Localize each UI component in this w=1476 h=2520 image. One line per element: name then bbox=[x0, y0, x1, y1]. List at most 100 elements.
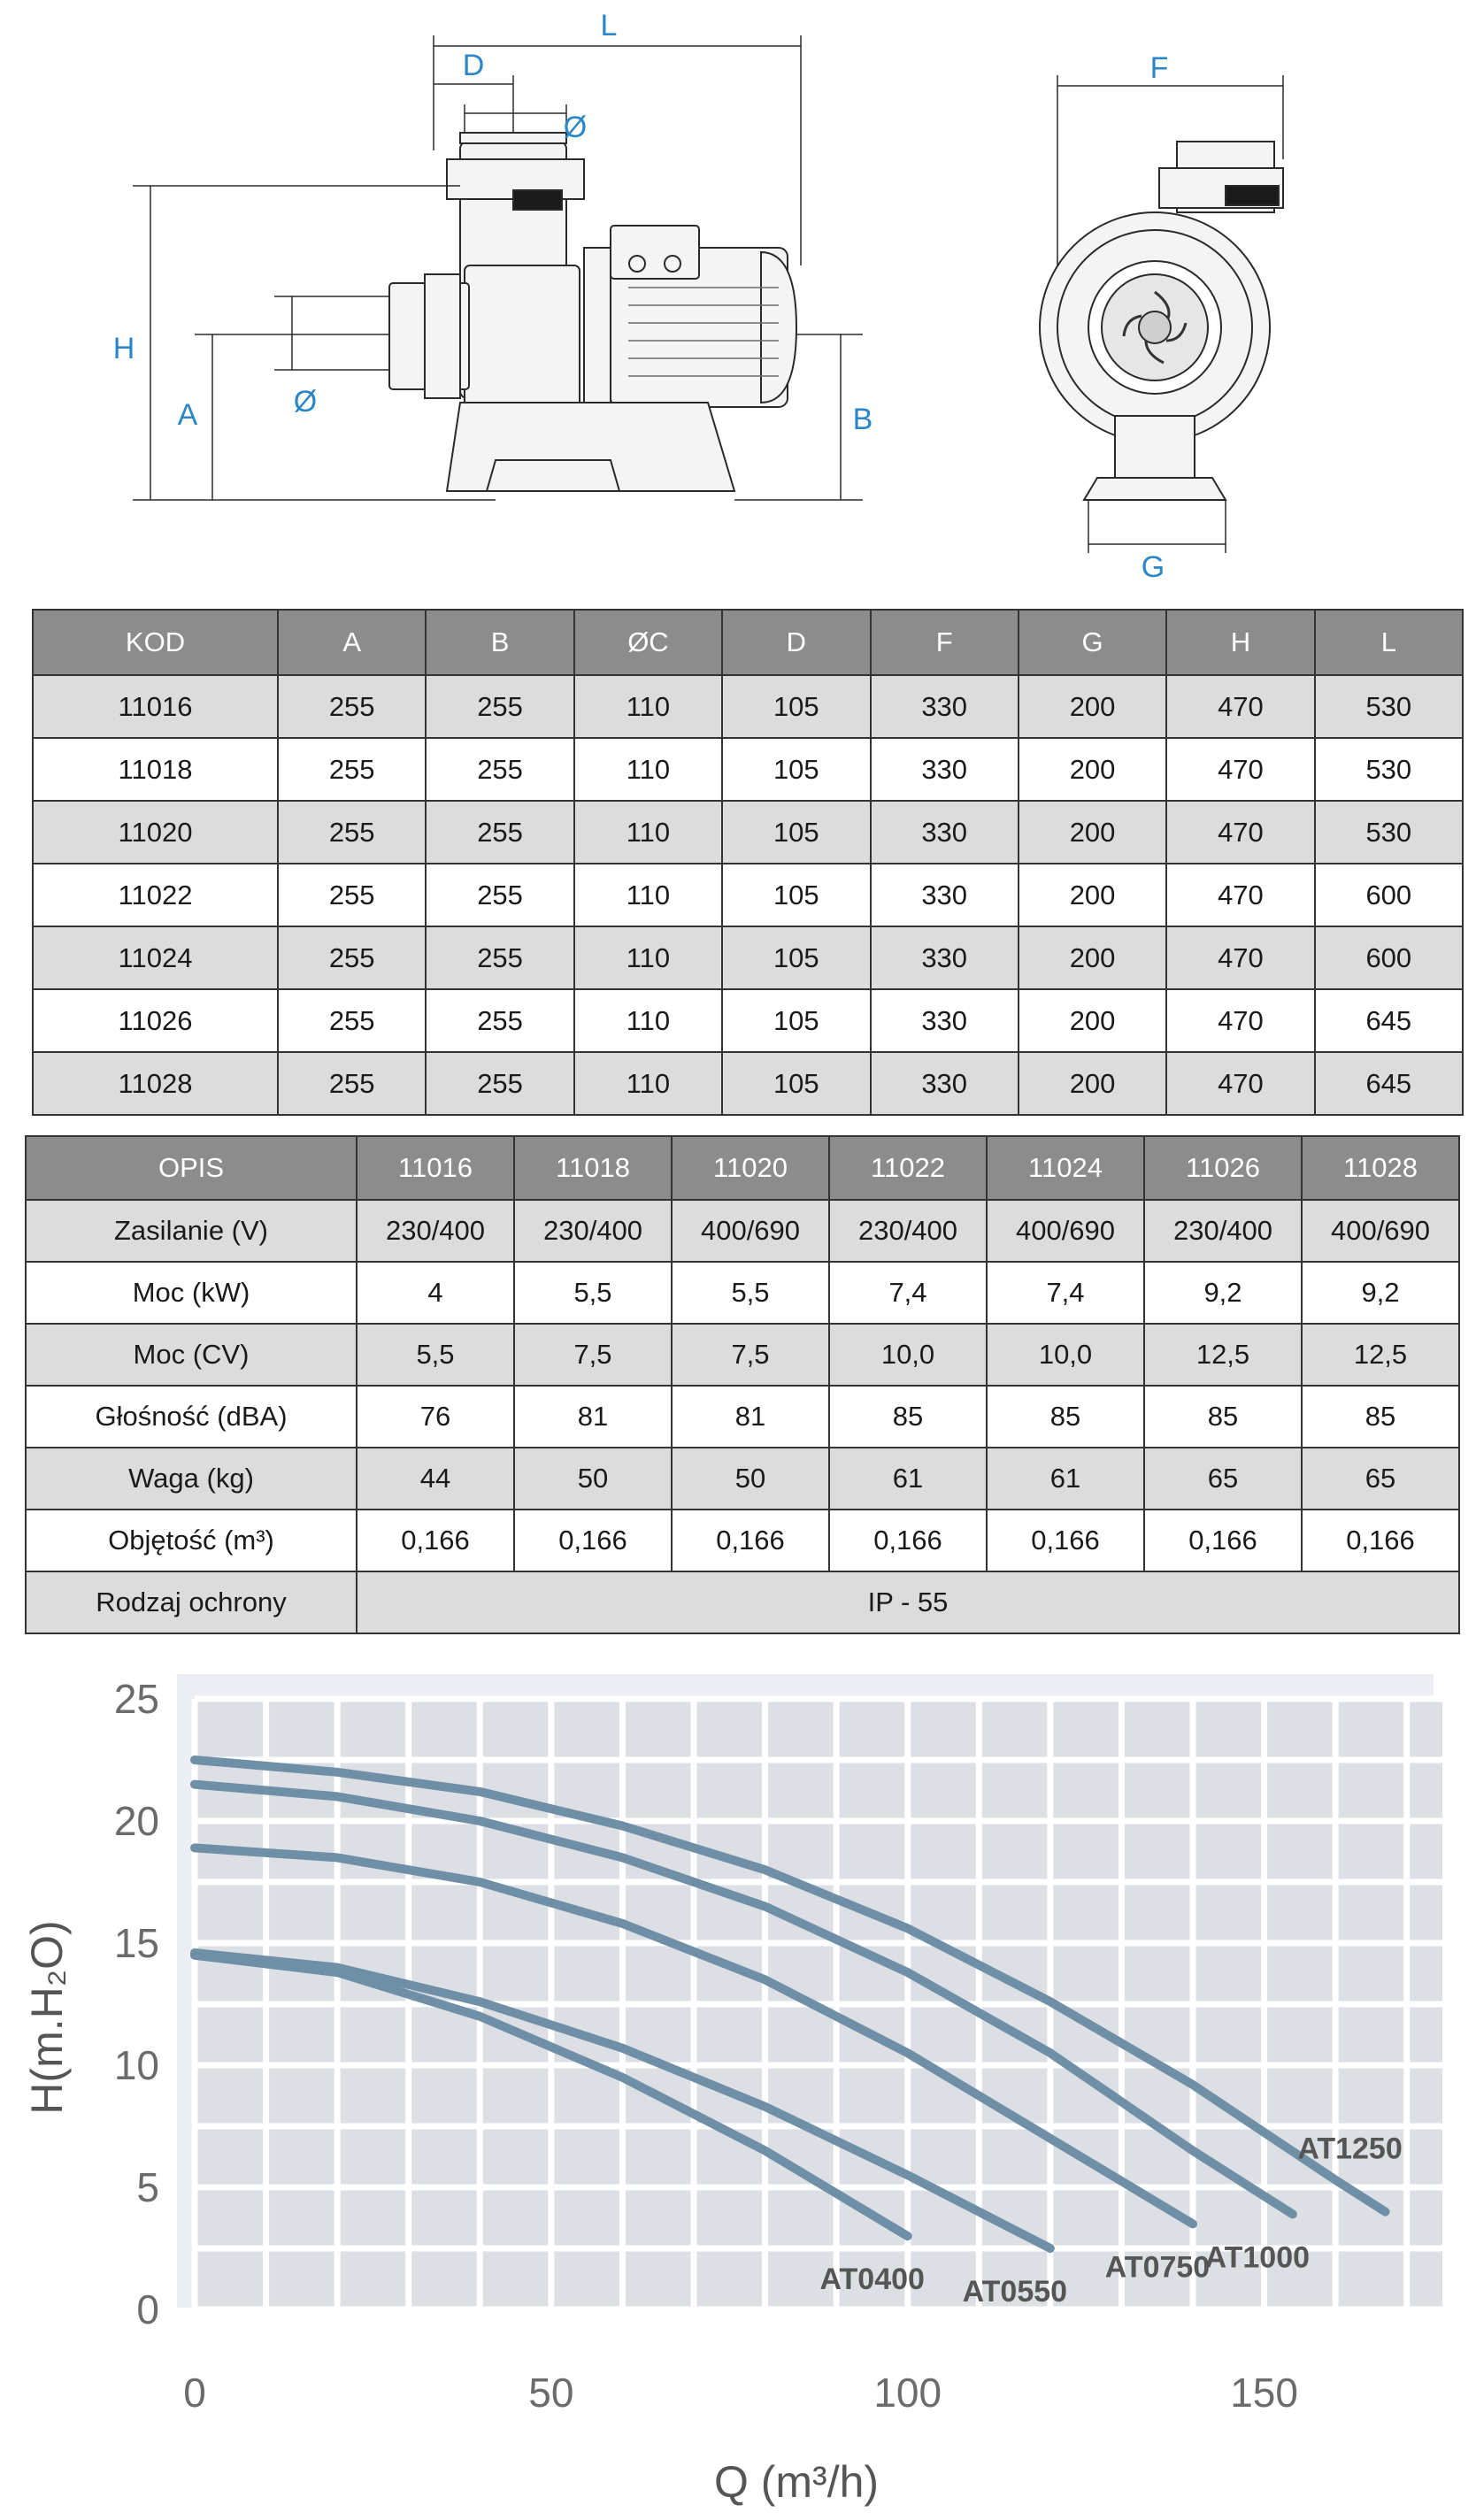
col-h: H bbox=[1165, 609, 1316, 676]
cell: 81 bbox=[513, 1385, 673, 1448]
table-row: 11028 255 255 110 105 330 200 470 645 bbox=[32, 1051, 1464, 1116]
cell: 50 bbox=[671, 1447, 830, 1510]
row-label: Moc (kW) bbox=[25, 1261, 357, 1325]
cell: 65 bbox=[1143, 1447, 1303, 1510]
cell: 230/400 bbox=[1143, 1199, 1303, 1263]
cell: 470 bbox=[1165, 926, 1316, 990]
col-model: 11028 bbox=[1301, 1135, 1460, 1201]
cell: 105 bbox=[721, 926, 872, 990]
col-g: G bbox=[1017, 609, 1168, 676]
table-row: Waga (kg) 44 50 50 61 61 65 65 bbox=[25, 1447, 1460, 1510]
series-label-at0400: AT0400 bbox=[819, 2263, 924, 2296]
cell: 255 bbox=[276, 926, 427, 990]
cell: 110 bbox=[573, 863, 724, 927]
chart-ticks: 0 50 100 150 0 5 10 15 20 25 bbox=[114, 1676, 1298, 2416]
cell: 7,5 bbox=[513, 1323, 673, 1387]
cell: 81 bbox=[671, 1385, 830, 1448]
dimensions-table: KOD A B ØC D F G H L 11016 255 255 110 1… bbox=[32, 609, 1464, 1116]
series-label-at1250: AT1250 bbox=[1297, 2132, 1402, 2166]
specs-header-row: OPIS 11016 11018 11020 11022 11024 11026… bbox=[25, 1135, 1460, 1201]
cell: 230/400 bbox=[356, 1199, 515, 1263]
cell: 50 bbox=[513, 1447, 673, 1510]
y-tick-label: 15 bbox=[114, 1920, 159, 1966]
chart-xlabel: Q (m³/h) bbox=[714, 2457, 879, 2507]
cell: 200 bbox=[1017, 863, 1168, 927]
cell: 470 bbox=[1165, 674, 1316, 739]
cell: 85 bbox=[828, 1385, 988, 1448]
series-line-at0750 bbox=[190, 1843, 1197, 2229]
x-tick-label: 0 bbox=[183, 2370, 206, 2416]
cell: 400/690 bbox=[671, 1199, 830, 1263]
cell: 470 bbox=[1165, 863, 1316, 927]
col-model: 11016 bbox=[356, 1135, 515, 1201]
cell: 255 bbox=[425, 988, 575, 1053]
col-l: L bbox=[1313, 609, 1464, 676]
col-d: D bbox=[721, 609, 872, 676]
x-tick-label: 100 bbox=[873, 2370, 942, 2416]
cell: 230/400 bbox=[513, 1199, 673, 1263]
cell: 11024 bbox=[32, 926, 279, 990]
col-c: ØC bbox=[573, 609, 724, 676]
protection-value: IP - 55 bbox=[356, 1571, 1460, 1634]
cell: 255 bbox=[276, 988, 427, 1053]
cell: 61 bbox=[828, 1447, 988, 1510]
y-tick-label: 25 bbox=[114, 1676, 159, 1722]
cell: 85 bbox=[1143, 1385, 1303, 1448]
cell: 110 bbox=[573, 674, 724, 739]
table-row: Moc (CV) 5,5 7,5 7,5 10,0 10,0 12,5 12,5 bbox=[25, 1323, 1460, 1387]
cell: 255 bbox=[425, 737, 575, 802]
pump-technical-drawing: L D Ø H A Ø B F G bbox=[113, 9, 1284, 584]
label-D: D bbox=[463, 49, 485, 82]
cell: 330 bbox=[869, 737, 1019, 802]
cell: 645 bbox=[1313, 1051, 1464, 1116]
row-label: Głośność (dBA) bbox=[25, 1385, 357, 1448]
series-label-at1000: AT1000 bbox=[1205, 2240, 1310, 2274]
impeller bbox=[1122, 290, 1188, 365]
cell: 255 bbox=[276, 800, 427, 864]
cell: 11018 bbox=[32, 737, 279, 802]
cell: 4 bbox=[356, 1261, 515, 1325]
cell: 330 bbox=[869, 863, 1019, 927]
label-C-top: Ø bbox=[564, 111, 587, 144]
cell: 10,0 bbox=[828, 1323, 988, 1387]
y-tick-label: 5 bbox=[136, 2164, 159, 2210]
col-model: 11022 bbox=[828, 1135, 988, 1201]
cell: 330 bbox=[869, 800, 1019, 864]
label-G: G bbox=[1142, 550, 1165, 584]
table-row: Objętość (m³) 0,166 0,166 0,166 0,166 0,… bbox=[25, 1509, 1460, 1572]
cell: 0,166 bbox=[671, 1509, 830, 1572]
cell: 0,166 bbox=[1301, 1509, 1460, 1572]
series-line-at1250 bbox=[190, 1756, 1390, 2217]
cell: 0,166 bbox=[356, 1509, 515, 1572]
row-label: Waga (kg) bbox=[25, 1447, 357, 1510]
table-row: Głośność (dBA) 76 81 81 85 85 85 85 bbox=[25, 1385, 1460, 1448]
col-model: 11024 bbox=[986, 1135, 1145, 1201]
dimension-labels: L D Ø H A Ø B F G bbox=[113, 9, 1169, 584]
cell: 110 bbox=[573, 988, 724, 1053]
cell: 230/400 bbox=[828, 1199, 988, 1263]
series-line-at0550 bbox=[190, 1948, 1055, 2253]
cell: 105 bbox=[721, 863, 872, 927]
cell: 0,166 bbox=[828, 1509, 988, 1572]
cell: 255 bbox=[425, 1051, 575, 1116]
cell: 645 bbox=[1313, 988, 1464, 1053]
cell: 530 bbox=[1313, 800, 1464, 864]
cell: 255 bbox=[425, 800, 575, 864]
cell: 11022 bbox=[32, 863, 279, 927]
cell: 0,166 bbox=[513, 1509, 673, 1572]
cell: 200 bbox=[1017, 1051, 1168, 1116]
cell: 470 bbox=[1165, 1051, 1316, 1116]
cell: 400/690 bbox=[986, 1199, 1145, 1263]
cell: 470 bbox=[1165, 800, 1316, 864]
motor-fins bbox=[628, 287, 779, 377]
row-label: Objętość (m³) bbox=[25, 1509, 357, 1572]
cell: 9,2 bbox=[1301, 1261, 1460, 1325]
table-row: Moc (kW) 4 5,5 5,5 7,4 7,4 9,2 9,2 bbox=[25, 1261, 1460, 1325]
col-b: B bbox=[425, 609, 575, 676]
table-row: 11020 255 255 110 105 330 200 470 530 bbox=[32, 800, 1464, 864]
table-row: 11024 255 255 110 105 330 200 470 600 bbox=[32, 926, 1464, 990]
cell: 330 bbox=[869, 988, 1019, 1053]
cell: 11016 bbox=[32, 674, 279, 739]
row-label: Zasilanie (V) bbox=[25, 1199, 357, 1263]
